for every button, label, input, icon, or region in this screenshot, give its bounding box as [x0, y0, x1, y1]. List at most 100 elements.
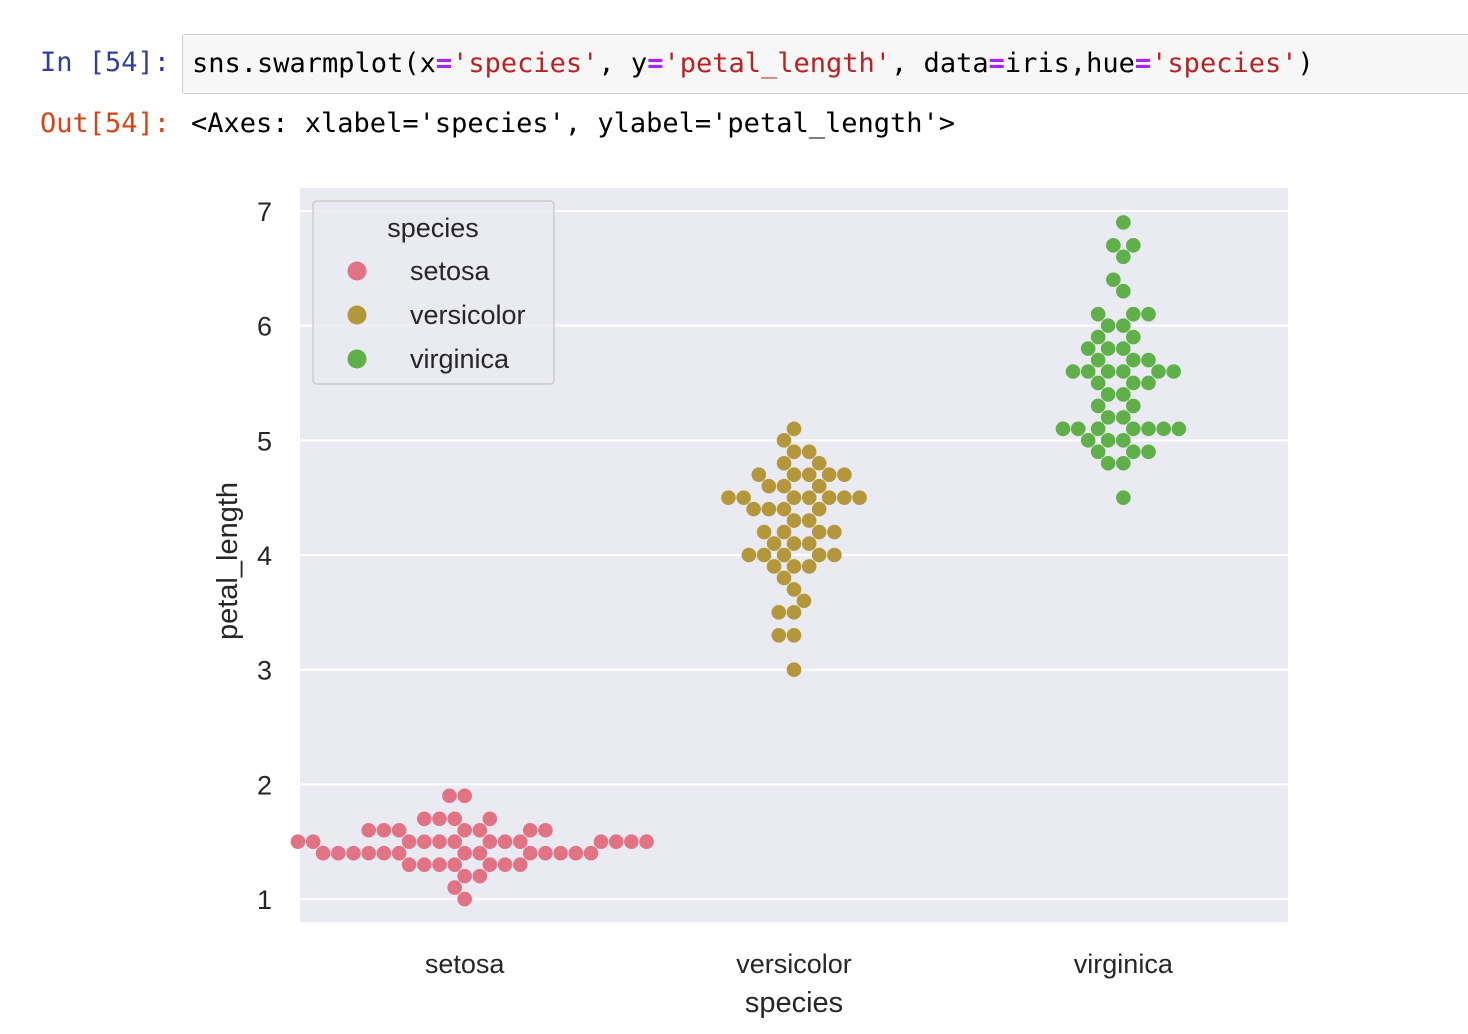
data-point-setosa	[432, 834, 447, 850]
data-point-virginica	[1126, 375, 1141, 391]
data-point-versicolor	[827, 547, 842, 563]
data-point-versicolor	[796, 593, 812, 609]
data-point-versicolor	[736, 490, 751, 505]
data-point-versicolor	[776, 478, 792, 494]
data-point-virginica	[1116, 341, 1131, 356]
data-point-versicolor	[786, 582, 802, 597]
data-point-virginica	[1100, 364, 1116, 379]
data-point-setosa	[305, 834, 321, 850]
data-point-versicolor	[766, 559, 782, 574]
data-point-versicolor	[801, 467, 817, 483]
data-point-versicolor	[776, 570, 792, 586]
data-point-setosa	[457, 845, 472, 861]
data-point-virginica	[1090, 329, 1106, 345]
legend: species setosa versicolor virginica	[312, 200, 555, 385]
data-point-virginica	[1116, 433, 1131, 448]
x-tick-label: virginica	[1074, 949, 1174, 979]
y-tick-label: 3	[257, 656, 272, 686]
data-point-versicolor	[801, 559, 817, 574]
data-point-virginica	[1151, 364, 1166, 379]
data-point-versicolor	[771, 627, 787, 643]
code-token: iris,hue	[1004, 48, 1135, 79]
data-point-setosa	[472, 868, 488, 884]
code-token: 'species'	[452, 48, 599, 79]
data-point-virginica	[1080, 364, 1096, 379]
data-point-virginica	[1090, 352, 1106, 368]
data-point-virginica	[1116, 387, 1131, 402]
data-point-virginica	[1090, 421, 1106, 437]
data-point-virginica	[1116, 249, 1131, 265]
data-point-virginica	[1166, 364, 1181, 379]
y-tick-label: 1	[257, 885, 272, 915]
data-point-setosa	[497, 857, 513, 872]
data-point-versicolor	[811, 455, 827, 471]
data-point-virginica	[1116, 318, 1131, 333]
data-point-setosa	[639, 834, 654, 850]
data-point-virginica	[1156, 421, 1172, 437]
data-point-versicolor	[811, 501, 827, 517]
data-point-virginica	[1106, 272, 1121, 288]
code-input-cell[interactable]: sns.swarmplot(x='species', y='petal_leng…	[182, 34, 1468, 94]
data-point-virginica	[1070, 421, 1086, 437]
data-point-virginica	[1141, 444, 1156, 460]
data-point-virginica	[1106, 238, 1121, 253]
data-point-virginica	[1116, 215, 1131, 230]
data-point-virginica	[1126, 329, 1141, 345]
data-point-versicolor	[786, 627, 802, 643]
data-point-virginica	[1090, 398, 1106, 414]
data-point-versicolor	[776, 524, 792, 540]
data-point-virginica	[1126, 444, 1141, 460]
data-point-setosa	[391, 845, 407, 861]
legend-title: species	[387, 213, 479, 243]
data-point-versicolor	[776, 547, 792, 563]
data-point-virginica	[1080, 341, 1096, 356]
legend-marker-versicolor	[347, 305, 367, 325]
x-tick-label: versicolor	[736, 949, 852, 979]
data-point-virginica	[1116, 410, 1131, 425]
data-point-versicolor	[761, 501, 777, 517]
data-point-versicolor	[786, 467, 802, 483]
data-point-setosa	[553, 845, 568, 861]
data-point-versicolor	[746, 501, 761, 517]
data-point-versicolor	[821, 467, 837, 483]
y-axis-label: petal_length	[212, 482, 244, 640]
data-point-versicolor	[786, 490, 802, 505]
code-token: 'petal_length'	[663, 48, 892, 79]
data-point-setosa	[482, 811, 498, 827]
data-point-virginica	[1100, 455, 1116, 471]
y-tick-label: 6	[257, 312, 272, 342]
data-point-versicolor	[741, 547, 757, 563]
data-point-virginica	[1116, 364, 1131, 379]
y-tick-label: 7	[257, 197, 272, 227]
data-point-versicolor	[821, 490, 837, 505]
data-point-setosa	[346, 845, 361, 861]
data-point-virginica	[1126, 238, 1141, 253]
data-point-versicolor	[751, 467, 767, 483]
x-axis-label: species	[745, 987, 843, 1019]
data-point-setosa	[416, 857, 432, 872]
data-point-virginica	[1065, 364, 1081, 379]
data-point-versicolor	[852, 490, 867, 505]
data-point-virginica	[1141, 352, 1156, 368]
data-point-virginica	[1126, 398, 1141, 414]
data-point-versicolor	[786, 513, 802, 528]
data-point-virginica	[1116, 283, 1131, 299]
data-point-virginica	[1090, 375, 1106, 391]
data-point-virginica	[1055, 421, 1071, 437]
x-tick-labels: setosa versicolor virginica	[425, 949, 1174, 979]
data-point-virginica	[1100, 410, 1116, 425]
data-point-virginica	[1100, 341, 1116, 356]
code-token: =	[988, 48, 1005, 79]
data-point-versicolor	[801, 444, 817, 460]
data-point-setosa	[472, 822, 488, 838]
data-point-setosa	[447, 834, 462, 850]
data-point-virginica	[1126, 306, 1141, 322]
data-point-setosa	[401, 834, 417, 850]
data-point-setosa	[608, 834, 624, 850]
legend-marker-virginica	[347, 349, 367, 369]
legend-label: setosa	[410, 256, 491, 286]
data-point-versicolor	[811, 524, 827, 540]
data-point-virginica	[1171, 421, 1187, 437]
data-point-setosa	[538, 822, 553, 838]
data-point-virginica	[1100, 433, 1116, 448]
